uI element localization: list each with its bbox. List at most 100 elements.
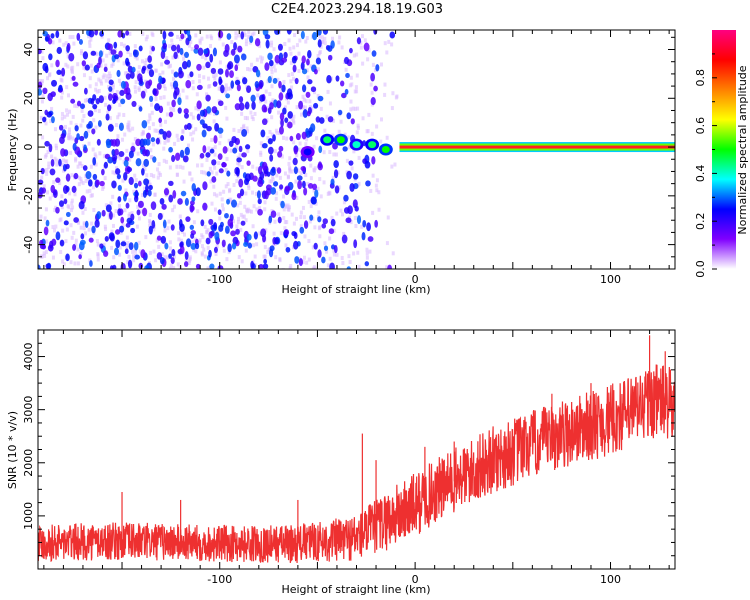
noise-cell [130,211,134,216]
noise-blob [88,30,95,38]
noise-cell [77,182,81,187]
noise-cell [38,79,42,84]
spectrogram-y-tick-label: -20 [22,187,35,205]
noise-cell [383,41,387,46]
noise-cell [51,225,55,230]
chart-title: C2E4.2023.294.18.19.G03 [270,2,444,17]
noise-blob [65,163,70,170]
noise-blob [269,154,274,162]
noise-cell [326,89,330,94]
noise-blob [238,96,244,103]
noise-cell [161,70,165,75]
noise-blob [233,54,240,64]
noise-blob [155,137,160,145]
noise-blob [63,220,69,226]
noise-blob [278,126,284,135]
noise-blob [118,150,125,157]
noise-blob [140,249,146,259]
noise-blob [103,161,108,169]
noise-blob [239,188,245,197]
noise-cell [39,115,43,120]
noise-blob [277,216,282,224]
noise-cell [308,99,312,104]
noise-blob [287,111,293,119]
noise-cell [175,172,179,177]
noise-cell [317,210,321,215]
noise-cell [259,141,263,146]
noise-cell [210,170,214,175]
noise-cell [331,133,335,138]
noise-cell [367,48,371,53]
noise-cell [366,129,370,134]
noise-cell [41,135,45,140]
noise-cell [360,224,364,229]
noise-blob [240,31,245,40]
noise-cell [190,240,194,245]
noise-cell [127,120,131,125]
noise-blob [208,249,212,258]
noise-blob [143,158,150,168]
noise-blob [115,168,121,175]
noise-blob [180,190,187,197]
noise-cell [274,128,278,133]
noise-blob [127,65,133,73]
noise-cell [88,188,92,193]
noise-blob [214,231,220,241]
noise-cell [204,171,208,176]
noise-cell [323,241,327,246]
noise-cell [45,167,49,172]
noise-blob [156,82,162,90]
noise-blob [246,85,252,93]
noise-cell [266,136,270,141]
noise-blob [272,134,276,142]
noise-cell [356,250,360,255]
noise-cell [66,54,70,59]
noise-blob [104,236,109,242]
noise-blob [185,79,192,89]
noise-blob [281,57,288,63]
noise-cell [214,72,218,77]
noise-cell [337,40,341,45]
noise-blob [92,94,97,101]
noise-cell [259,59,263,64]
noise-cell [318,34,322,39]
noise-cell [116,115,120,120]
noise-cell [50,154,54,159]
noise-cell [53,208,57,213]
noise-blob [225,68,229,78]
noise-cell [76,247,80,252]
noise-cell [72,41,76,46]
colorbar-tick-label: 0.4 [694,165,707,183]
noise-blob [346,112,352,120]
noise-cell [340,45,344,50]
noise-blob [300,61,305,71]
noise-cell [215,193,219,198]
noise-blob [44,140,50,147]
noise-cell [237,216,241,221]
noise-blob [264,190,269,200]
noise-cell [309,64,313,69]
noise-blob [280,200,285,209]
noise-cell [144,64,148,69]
noise-blob [301,131,307,140]
noise-blob [128,176,134,186]
noise-blob [211,176,217,183]
noise-cell [141,163,145,168]
noise-cell [355,89,359,94]
noise-blob [343,194,349,202]
noise-cell [297,147,301,152]
noise-cell [235,76,239,81]
noise-cell [117,78,121,83]
noise-cell [340,255,344,260]
noise-blob [313,242,318,250]
noise-cell [165,56,169,61]
noise-blob [221,162,227,168]
noise-blob [257,198,262,205]
noise-blob [168,111,174,118]
noise-blob [201,129,207,138]
noise-blob [270,187,277,195]
noise-blob [174,152,181,161]
noise-blob [232,147,238,154]
noise-cell [297,261,301,266]
noise-cell [54,205,58,210]
